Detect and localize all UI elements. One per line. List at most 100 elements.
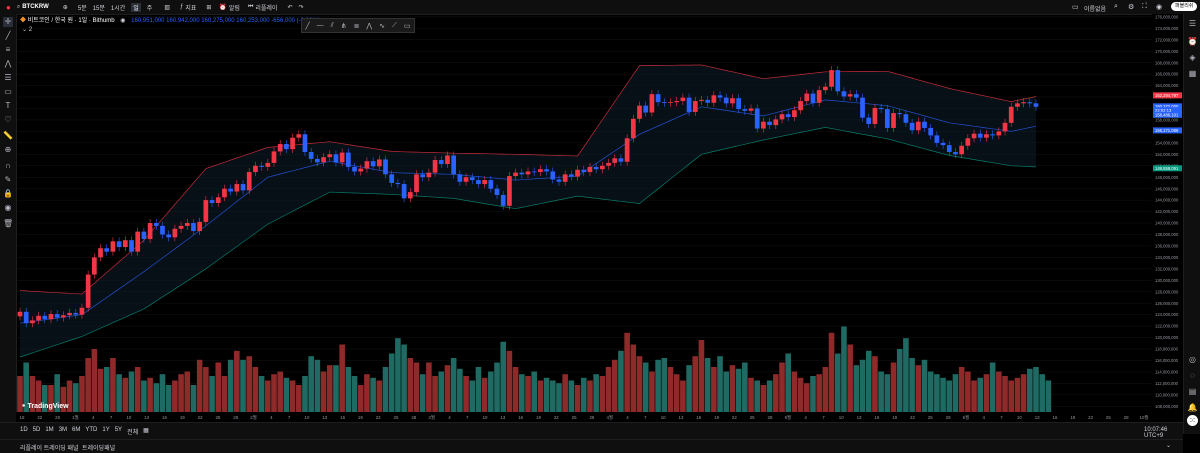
indicators-button[interactable]: 지표 <box>185 5 197 12</box>
clock-label[interactable]: 10:07:46 UTC+9 <box>1144 427 1168 439</box>
candle-body <box>990 134 995 136</box>
apps-icon[interactable]: ⁙ <box>1187 415 1198 426</box>
candle-body <box>352 166 357 172</box>
ft-pattern-icon[interactable]: ⋀ <box>366 22 373 30</box>
ft-fib-icon[interactable]: ≣ <box>353 22 360 30</box>
range-6m[interactable]: 6M <box>72 427 81 433</box>
candle-body <box>562 174 568 182</box>
collapse-icon[interactable]: ⌄ <box>22 27 28 33</box>
undo-icon[interactable]: ↶ <box>287 4 293 11</box>
range-5y[interactable]: 5Y <box>114 427 123 433</box>
alert-button[interactable]: 알림 <box>228 5 240 12</box>
redo-icon[interactable]: ↷ <box>298 4 304 11</box>
snapshot-icon[interactable]: ◉ <box>1156 4 1163 11</box>
text-icon[interactable]: T <box>5 101 11 110</box>
interval-1h[interactable]: 1시간 <box>110 5 126 12</box>
ft-box-icon[interactable]: ▭ <box>403 22 411 30</box>
interval-1d[interactable]: 일 <box>131 2 141 12</box>
fib-icon[interactable]: ☰ <box>4 73 12 82</box>
calendar-range-icon[interactable]: ▦ <box>143 428 149 434</box>
replay-panel-tab[interactable]: 리플레이 트레이딩 패널 <box>20 446 79 452</box>
ft-projection-icon[interactable]: ⟋ <box>391 21 397 29</box>
candle-body <box>17 311 23 317</box>
trendline-icon[interactable]: ╱ <box>5 31 11 40</box>
range-3m[interactable]: 3M <box>58 427 68 433</box>
interval-1w[interactable]: 주 <box>146 5 153 12</box>
volume-bar <box>760 385 767 412</box>
ft-pitchfork-icon[interactable]: ⋔ <box>340 22 347 30</box>
candle-body <box>878 107 884 110</box>
replay-button[interactable]: 리플레이 <box>255 5 278 12</box>
range-1d[interactable]: 1D <box>20 427 28 433</box>
candle-body <box>420 174 426 178</box>
volume-bar <box>593 374 599 412</box>
layout-icon[interactable]: ⊞ <box>206 4 212 11</box>
calendar-icon[interactable]: ▦ <box>1188 69 1197 78</box>
heart-icon[interactable]: ♡ <box>4 115 12 124</box>
publish-button[interactable]: 퍼블리쉬 <box>1171 2 1198 11</box>
legend-title[interactable]: 비트코인 / 한국 원 · 1일 · Bithumb <box>27 18 115 24</box>
indicators-icon[interactable]: ƒ <box>180 4 184 10</box>
candle-body <box>339 152 345 163</box>
alerts-panel-icon[interactable]: ⏰ <box>1187 37 1198 46</box>
account-label[interactable]: 이름없음 <box>1084 7 1107 13</box>
zoom-icon[interactable]: ⊕ <box>4 145 12 154</box>
candle-body <box>445 155 450 165</box>
ft-channel-icon[interactable]: ⫽ <box>330 21 334 29</box>
symbol-search-icon[interactable]: ⌕ <box>16 3 21 10</box>
candle-body <box>284 143 289 150</box>
rectangle-icon[interactable]: ▭ <box>4 87 12 96</box>
ft-wave-icon[interactable]: ∿ <box>379 22 386 30</box>
price-tick-label: 164,000,000 <box>1155 83 1179 88</box>
panel-collapse-icon[interactable]: ⌄ <box>1166 443 1172 449</box>
trading-panel-tab[interactable]: 트레이딩패널 <box>82 446 116 452</box>
add-symbol-icon[interactable]: ⊕ <box>62 4 68 11</box>
alert-icon[interactable]: ⏰ <box>219 4 227 11</box>
price-chart[interactable]: 176,000,000 174,000,000 172,000,000 170,000… <box>16 14 1183 422</box>
candle-body <box>500 194 506 206</box>
ruler-icon[interactable]: 📏 <box>3 131 13 140</box>
symbol-label[interactable]: BTCKRW <box>22 4 49 10</box>
app-logo-icon[interactable]: ● <box>6 2 11 12</box>
interval-15m[interactable]: 15분 <box>92 5 105 12</box>
crosshair-icon[interactable]: ✛ <box>3 17 13 27</box>
range-1y[interactable]: 1Y <box>102 427 110 433</box>
pattern-icon[interactable]: ⋀ <box>4 59 12 68</box>
magnet-icon[interactable]: ∩ <box>5 161 11 170</box>
search-icon[interactable]: ⌕ <box>1114 3 1118 10</box>
range-1m[interactable]: 1M <box>45 427 54 433</box>
ft-line-icon[interactable]: ╱ <box>305 22 310 30</box>
chat-icon[interactable]: ◌ <box>1190 371 1195 380</box>
volume-bar <box>252 367 259 412</box>
candle-body <box>581 169 587 173</box>
price-tick-label: 166,000,000 <box>1155 72 1179 77</box>
fullscreen-icon[interactable]: ⛶ <box>1142 3 1147 10</box>
news-icon[interactable]: ◎ <box>1189 355 1196 364</box>
eye-icon[interactable]: ◉ <box>4 203 12 212</box>
range-5d[interactable]: 5D <box>32 427 41 433</box>
time-tick-label: 4 <box>626 415 629 420</box>
lock-drawing-icon[interactable]: ✎ <box>4 175 12 184</box>
volume-bar <box>295 385 302 412</box>
candle-body <box>457 174 463 182</box>
range-ytd[interactable]: YTD <box>85 427 98 433</box>
watchlist-icon[interactable]: ☰ <box>1188 19 1197 28</box>
legend-sub[interactable]: ⌄ 2 <box>22 26 32 33</box>
settings-icon[interactable]: ⚙ <box>1128 4 1135 11</box>
replay-icon[interactable]: ⏮ <box>247 3 254 10</box>
hlines-icon[interactable]: ≡ <box>5 45 11 54</box>
lock-icon[interactable]: 🔒 <box>3 189 13 198</box>
chart-type-icon[interactable]: ▥ <box>164 4 170 11</box>
ft-hline-icon[interactable]: — <box>316 22 324 29</box>
notification-icon[interactable]: 🔔 <box>1187 403 1198 412</box>
layout-toggle-icon[interactable]: ▭ <box>1072 4 1079 11</box>
volume-bar <box>624 332 630 412</box>
ideas-icon[interactable]: ◈ <box>1189 53 1196 62</box>
volume-bar <box>481 377 488 412</box>
range-all[interactable]: 전체 <box>127 430 139 436</box>
interval-5m[interactable]: 5분 <box>77 5 87 12</box>
trash-icon[interactable]: 🗑 <box>3 219 14 228</box>
calendar2-icon[interactable]: ▤ <box>1188 387 1197 396</box>
legend-eye-icon[interactable]: ◉ <box>120 18 126 24</box>
volume-bar <box>934 374 940 412</box>
